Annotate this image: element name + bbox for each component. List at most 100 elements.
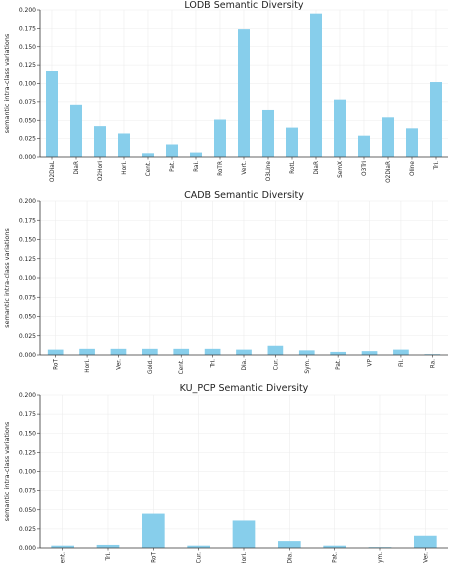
bar-hori [79, 348, 95, 355]
x-tick-label: RoTR [218, 161, 224, 176]
x-tick-label: SemX [338, 161, 344, 178]
y-axis-label: semantic intra-class variations [3, 33, 11, 133]
y-tick-label: 0.025 [19, 136, 36, 143]
bar-pat [323, 545, 346, 548]
x-tick-label: Cent. [146, 161, 152, 177]
chart-panel-1: CADB Semantic Diversity semantic intra-cl… [3, 190, 448, 374]
x-tick-label: DiaR [74, 161, 80, 175]
y-tick-label: 0.125 [19, 256, 36, 263]
x-tick-label: RotL [290, 160, 296, 174]
bar-cent [142, 153, 154, 157]
y-tick-label: 0.200 [19, 7, 36, 14]
bar-o3line [262, 109, 274, 157]
bar-hori [232, 520, 256, 548]
x-tick-label: Vert. [242, 161, 248, 175]
x-tick-label: VP [368, 359, 374, 367]
y-tick-label: 0.100 [19, 469, 36, 476]
bar-vp [361, 351, 378, 355]
y-tick-label: 0.150 [19, 430, 36, 437]
y-tick-label: 0.000 [19, 545, 36, 552]
bar-dia [278, 541, 301, 548]
y-tick-label: 0.175 [19, 217, 36, 224]
x-tick-label: Tri. [106, 552, 112, 562]
y-tick-label: 0.000 [19, 352, 36, 359]
bar-sym [298, 350, 315, 355]
bar-o2diar [382, 117, 394, 157]
bar-tri [430, 82, 442, 157]
bar-o2dial [46, 71, 58, 157]
y-tick-label: 0.100 [19, 275, 36, 282]
bar-rotr [214, 119, 226, 157]
y-tick-label: 0.150 [19, 44, 36, 51]
bar-semx [334, 99, 346, 157]
y-tick-label: 0.050 [19, 507, 36, 514]
bar-diar [70, 104, 82, 157]
x-tick-label: Cent. [61, 552, 67, 563]
x-tick-label: Cur. [273, 359, 279, 371]
x-tick-label: Tri. [434, 161, 440, 171]
y-tick-label: 0.200 [19, 198, 36, 205]
y-tick-label: 0.025 [19, 333, 36, 340]
x-tick-label: Hori. [242, 552, 248, 563]
bar-pat [330, 351, 346, 355]
y-tick-label: 0.175 [19, 411, 36, 418]
chart-panel-0: LODB Semantic Diversity semantic intra-cl… [3, 0, 448, 183]
y-tick-label: 0.175 [19, 25, 36, 32]
y-tick-label: 0.050 [19, 314, 36, 321]
y-tick-label: 0.075 [19, 294, 36, 301]
y-tick-label: 0.050 [19, 117, 36, 124]
y-tick-label: 0.200 [19, 392, 36, 399]
y-tick-label: 0.075 [19, 488, 36, 495]
bar-cur [187, 545, 210, 548]
x-tick-label: O2DiaL [50, 160, 56, 182]
bar-ver [110, 348, 127, 355]
bar-hori [118, 133, 130, 157]
bar-o3tri [358, 135, 370, 157]
x-tick-label: DiaR [314, 161, 320, 175]
y-tick-label: 0.100 [19, 81, 36, 88]
x-tick-label: Ver. [423, 552, 429, 563]
bar-fil [393, 349, 409, 355]
bar-tri [96, 544, 120, 548]
x-tick-label: Sym. [378, 552, 384, 563]
bar-cur [267, 345, 284, 355]
bar-cent [51, 545, 74, 548]
bar-o2hori [94, 126, 106, 157]
y-tick-label: 0.000 [19, 154, 36, 161]
chart-panel-2: KU_PCP Semantic Diversity semantic intra-… [3, 383, 448, 567]
x-tick-label: Hori. [85, 359, 91, 373]
chart-title: LODB Semantic Diversity [184, 0, 304, 11]
x-tick-label: Dia. [242, 359, 248, 371]
bar-oline [406, 128, 418, 157]
x-tick-label: Sym. [305, 359, 311, 374]
y-tick-label: 0.125 [19, 449, 36, 456]
chart-title: KU_PCP Semantic Diversity [180, 383, 309, 394]
x-tick-label: Dia. [287, 552, 293, 563]
x-tick-label: Fil. [399, 359, 405, 367]
x-tick-label: Cur. [197, 552, 203, 563]
y-axis-label: semantic intra-class variations [3, 228, 11, 328]
bar-gold [142, 348, 158, 355]
chart-title: CADB Semantic Diversity [184, 190, 304, 201]
x-tick-label: Rai. [194, 161, 200, 172]
x-tick-label: O3Line [266, 161, 272, 182]
y-tick-label: 0.025 [19, 526, 36, 533]
bar-pat [166, 144, 178, 157]
bar-ver [414, 535, 437, 548]
x-tick-label: Cent. [179, 359, 185, 375]
bar-rot [47, 349, 64, 355]
x-tick-label: Gold. [148, 359, 154, 374]
y-tick-label: 0.075 [19, 99, 36, 106]
y-tick-label: 0.125 [19, 62, 36, 69]
bar-diar [310, 13, 322, 157]
x-tick-label: Ra. [430, 359, 436, 368]
x-tick-label: Hori. [122, 161, 128, 175]
y-axis-label: semantic intra-class variations [3, 421, 11, 521]
x-tick-label: Tri. [211, 359, 217, 369]
bar-rotl [286, 127, 298, 157]
y-tick-label: 0.150 [19, 237, 36, 244]
x-tick-label: Pat. [170, 161, 176, 172]
x-tick-label: RoT [54, 359, 60, 370]
bar-rai [190, 152, 202, 157]
